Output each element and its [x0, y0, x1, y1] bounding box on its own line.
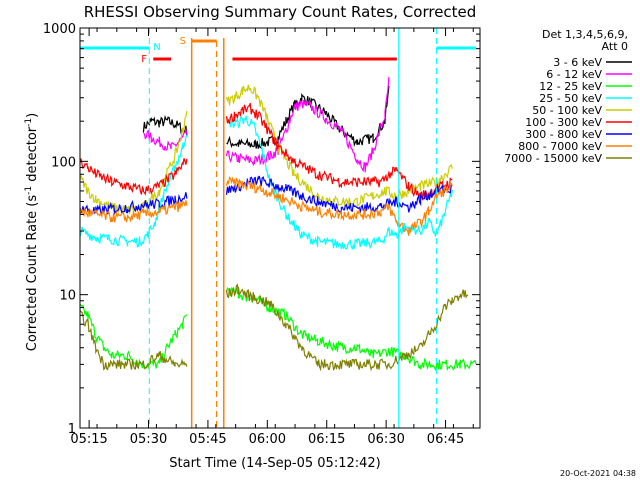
series-line [225, 176, 453, 236]
series-line [225, 84, 453, 208]
legend-header: Det 1,3,4,5,6,9, [542, 28, 628, 41]
legend-item: 3 - 6 keV [553, 56, 632, 69]
series-line [143, 127, 188, 152]
series-line [225, 283, 469, 372]
series-line [79, 200, 188, 223]
plot-frame [79, 27, 481, 429]
legend-label: 6 - 12 keV [546, 68, 602, 81]
footer-date: 20-Oct-2021 04:38 [560, 469, 636, 478]
series-6 [79, 102, 453, 201]
legend-label: 800 - 7000 keV [518, 140, 602, 153]
series-line [225, 115, 453, 251]
x-tick-label: 06:15 [308, 432, 345, 447]
legend-item: 300 - 800 keV [525, 128, 632, 141]
series-line [79, 310, 188, 371]
legend-item: 50 - 100 keV [532, 104, 632, 117]
chart-title: RHESSI Observing Summary Count Rates, Co… [84, 3, 477, 21]
legend-label: 12 - 25 keV [539, 80, 602, 93]
legend-label: 7000 - 15000 keV [504, 152, 602, 165]
legend-item: 6 - 12 keV [546, 68, 632, 81]
series-line [225, 175, 453, 214]
legend-label: 100 - 300 keV [525, 116, 602, 129]
legend-item: 800 - 7000 keV [518, 140, 632, 153]
series-2 [143, 77, 390, 173]
legend-label: 300 - 800 keV [525, 128, 602, 141]
saa-label: S [180, 36, 186, 47]
legend-item: 12 - 25 keV [539, 80, 632, 93]
series-line [225, 77, 390, 173]
series-8 [79, 176, 453, 236]
series-line [225, 102, 453, 201]
x-tick-label: 05:15 [70, 432, 107, 447]
series-4 [79, 115, 453, 251]
y-tick-label: 1 [68, 422, 76, 437]
legend-item: 7000 - 15000 keV [504, 152, 632, 165]
legend-label: 3 - 6 keV [553, 56, 602, 69]
x-tick-label: 05:30 [130, 432, 167, 447]
series-9 [79, 283, 469, 372]
x-tick-label: 06:00 [249, 432, 286, 447]
x-tick-label: 06:45 [427, 432, 464, 447]
legend-header-att: Att 0 [602, 40, 628, 53]
legend-label: 50 - 100 keV [532, 104, 602, 117]
series-line [226, 85, 390, 150]
series-line [142, 114, 188, 136]
legend-label: 25 - 50 keV [539, 92, 602, 105]
x-tick-label: 06:30 [367, 432, 404, 447]
y-axis-label: Corrected Count Rate (s-1 detector-1) [24, 113, 40, 351]
legend-item: 25 - 50 keV [539, 92, 632, 105]
legend-item: 100 - 300 keV [525, 116, 632, 129]
y-tick-label: 100 [51, 155, 76, 170]
series-line [79, 135, 188, 248]
x-tick-label: 05:45 [189, 432, 226, 447]
series-line [79, 158, 188, 196]
night-label: N [153, 42, 160, 53]
y-tick-label: 10 [59, 289, 76, 304]
y-tick-label: 1000 [43, 22, 76, 37]
x-axis-label: Start Time (14-Sep-05 05:12:42) [169, 456, 380, 471]
series-line [225, 286, 477, 372]
series-1 [142, 85, 390, 150]
flare-label: F [141, 54, 147, 65]
